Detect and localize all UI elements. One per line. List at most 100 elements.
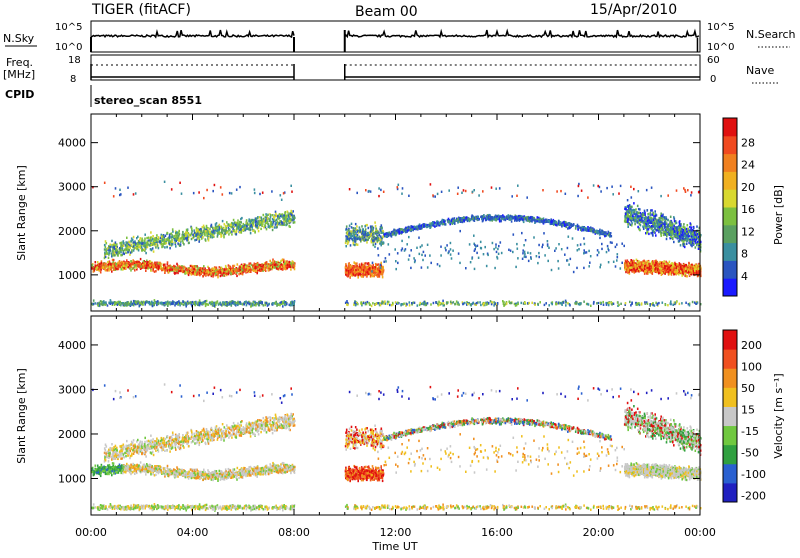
data-cell (112, 259, 114, 261)
data-cell (145, 270, 147, 272)
data-cell (424, 302, 426, 304)
data-cell (153, 250, 155, 252)
data-cell (586, 230, 588, 232)
data-cell (252, 219, 254, 221)
data-cell (157, 300, 159, 302)
data-cell (167, 303, 169, 305)
data-cell (117, 304, 119, 306)
data-cell (408, 226, 410, 228)
data-cell (255, 270, 257, 272)
data-cell (230, 231, 232, 233)
data-cell (483, 304, 485, 306)
data-cell (511, 302, 513, 304)
data-cell (232, 267, 234, 269)
data-cell (230, 266, 232, 268)
data-cell (125, 302, 127, 304)
data-cell (358, 274, 360, 276)
data-cell (95, 265, 97, 267)
data-cell (246, 219, 248, 221)
data-cell (109, 265, 111, 267)
data-cell (206, 270, 208, 272)
data-cell (131, 251, 133, 253)
data-cell (132, 239, 134, 241)
data-cell (190, 302, 192, 304)
data-cell (270, 221, 272, 223)
data-cell (194, 302, 196, 304)
data-cell (179, 267, 181, 269)
data-cell (179, 304, 181, 306)
data-cell (375, 225, 377, 227)
data-cell (188, 242, 190, 244)
data-cell (203, 265, 205, 267)
data-cell (140, 258, 142, 260)
data-cell (161, 246, 163, 248)
data-cell (278, 217, 280, 219)
data-cell (180, 237, 182, 239)
data-cell (347, 274, 349, 276)
data-cell (212, 236, 214, 238)
data-cell (123, 303, 125, 305)
data-cell (456, 300, 458, 302)
data-cell (542, 221, 544, 223)
data-cell (201, 302, 203, 304)
data-cell (290, 302, 292, 304)
data-cell (453, 301, 455, 303)
data-cell (259, 302, 261, 304)
data-cell (279, 213, 281, 215)
data-cell (271, 266, 273, 268)
data-cell (375, 263, 377, 265)
data-cell (208, 304, 210, 306)
data-cell (129, 264, 131, 266)
data-cell (140, 263, 142, 265)
data-cell (160, 266, 162, 268)
data-cell (219, 224, 221, 226)
data-cell (509, 218, 511, 220)
data-cell (287, 211, 289, 213)
data-cell (209, 231, 211, 233)
data-cell (156, 243, 158, 245)
data-cell (292, 215, 294, 217)
data-cell (145, 267, 147, 269)
data-cell (187, 302, 189, 304)
data-cell (357, 276, 359, 278)
data-cell (362, 271, 364, 273)
data-cell (289, 264, 291, 266)
data-cell (483, 214, 485, 216)
data-cell (288, 212, 290, 214)
data-cell (593, 302, 595, 304)
data-cell (119, 264, 121, 266)
data-cell (561, 302, 563, 304)
data-cell (164, 246, 166, 248)
data-cell (266, 302, 268, 304)
data-cell (349, 225, 351, 227)
data-cell (679, 303, 681, 305)
data-cell (227, 223, 229, 225)
data-cell (93, 299, 95, 301)
data-cell (241, 272, 243, 274)
data-cell (536, 220, 538, 222)
data-cell (184, 267, 186, 269)
data-cell (524, 302, 526, 304)
data-cell (199, 299, 201, 301)
data-cell (461, 217, 463, 219)
data-cell (360, 301, 362, 303)
data-cell (625, 302, 627, 304)
data-cell (254, 301, 256, 303)
data-cell (564, 223, 566, 225)
data-cell (353, 267, 355, 269)
data-cell (452, 220, 454, 222)
data-cell (250, 225, 252, 227)
data-cell (454, 223, 456, 225)
data-cell (352, 270, 354, 272)
data-cell (146, 242, 148, 244)
data-cell (130, 240, 132, 242)
data-cell (183, 243, 185, 245)
data-cell (237, 263, 239, 265)
data-cell (430, 303, 432, 305)
data-cell (508, 301, 510, 303)
freq-tick-top-right: 60 (707, 55, 720, 66)
data-cell (602, 301, 604, 303)
data-cell (106, 252, 108, 254)
data-cell (260, 228, 262, 230)
data-cell (225, 265, 227, 267)
